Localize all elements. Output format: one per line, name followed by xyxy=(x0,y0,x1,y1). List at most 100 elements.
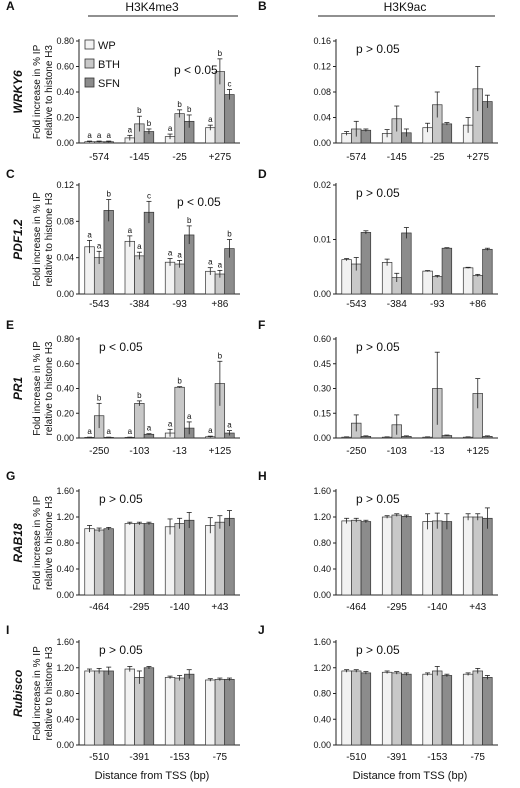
significance-letter: a xyxy=(128,226,133,235)
bar xyxy=(341,259,352,295)
y-tick-label: 0.30 xyxy=(313,384,331,394)
bar xyxy=(124,668,135,746)
p-value-annotation: p > 0.05 xyxy=(99,643,143,657)
x-tick-label: -295 xyxy=(129,602,149,613)
y-tick-label: 0.01 xyxy=(313,235,331,245)
gene-label: Rubisco xyxy=(11,670,25,717)
x-tick-label: -391 xyxy=(129,752,149,763)
significance-letter: a xyxy=(218,260,223,269)
x-tick-label: -543 xyxy=(346,299,366,310)
y-tick-label: 0.45 xyxy=(313,359,331,369)
y-tick-label: 0.00 xyxy=(313,740,331,750)
bar xyxy=(184,519,195,596)
legend-swatch xyxy=(84,77,95,88)
x-tick-label: +86 xyxy=(469,299,486,310)
y-axis-label: Fold increase in % IP xyxy=(32,44,43,139)
bar xyxy=(143,523,155,596)
y-tick-label: 1.20 xyxy=(313,512,331,522)
x-tick-label: -384 xyxy=(129,299,149,310)
significance-letter: b xyxy=(227,230,232,239)
y-tick-label: 0.00 xyxy=(313,433,331,443)
bar xyxy=(381,262,393,295)
y-tick-label: 1.60 xyxy=(56,637,74,647)
bar xyxy=(174,263,185,295)
bar xyxy=(482,677,493,746)
y-tick-label: 0.08 xyxy=(56,216,74,226)
y-tick-label: 1.20 xyxy=(56,512,74,522)
bar xyxy=(381,671,393,746)
x-tick-label: +275 xyxy=(209,152,232,163)
significance-letter: a xyxy=(208,115,213,124)
x-tick-label: -140 xyxy=(427,602,447,613)
bar xyxy=(441,247,453,295)
legend: WP BTH SFN xyxy=(84,39,120,90)
bar xyxy=(93,529,105,596)
panel-letter: C xyxy=(6,167,15,181)
panel-A: A0.000.200.400.600.80a a a-574abb-145abb-2… xyxy=(6,0,240,163)
y-tick-label: 0.80 xyxy=(56,36,74,46)
bar xyxy=(84,528,95,596)
y-tick-label: 0.00 xyxy=(56,138,74,148)
panel-letter: F xyxy=(258,318,265,332)
x-tick-label: +275 xyxy=(466,152,489,163)
panel-J: J 0.00 0.40 0.80 1.20 1.60 -510 -391 -153 -75 p > … xyxy=(258,623,498,763)
y-tick-label: 0.12 xyxy=(313,62,331,72)
bar xyxy=(174,113,185,144)
bar xyxy=(482,248,493,295)
bar xyxy=(432,520,443,596)
x-axis-label-right: Distance from TSS (bp) xyxy=(353,770,468,782)
bar xyxy=(351,519,362,596)
y-tick-label: 0.40 xyxy=(313,714,331,724)
bar xyxy=(422,673,433,746)
y-tick-label: 0.40 xyxy=(56,384,74,394)
panel-B: B 0.00 0.04 0.08 0.12 0.16 -574 -145 -25 +275 p > … xyxy=(258,0,498,163)
significance-letter: a xyxy=(177,250,182,259)
bar xyxy=(184,673,195,746)
significance-letter: b xyxy=(177,377,182,386)
p-value-annotation: p > 0.05 xyxy=(356,340,400,354)
significance-letter: a xyxy=(128,427,133,436)
panel-letter: D xyxy=(258,167,267,181)
x-tick-label: -384 xyxy=(387,299,407,310)
y-tick-label: 0.00 xyxy=(56,289,74,299)
y-tick-label: 0.04 xyxy=(56,253,74,263)
y-axis-label: relative to histone H3 xyxy=(44,646,55,740)
x-tick-label: +43 xyxy=(469,602,486,613)
x-tick-label: -510 xyxy=(346,752,366,763)
x-tick-label: -295 xyxy=(387,602,407,613)
gene-label: RAB18 xyxy=(11,523,25,563)
significance-letter: a xyxy=(168,419,173,428)
y-tick-label: 0.00 xyxy=(313,289,331,299)
y-tick-label: 0.08 xyxy=(313,87,331,97)
y-tick-label: 0.60 xyxy=(313,334,331,344)
y-tick-label: 0.02 xyxy=(313,180,331,190)
significance-letter: b xyxy=(137,391,142,400)
panel-letter: H xyxy=(258,469,267,483)
panel-F: F 0.00 0.15 0.30 0.45 0.60 -250 -103 -13 +125 p > … xyxy=(258,318,498,457)
x-tick-label: -75 xyxy=(213,752,228,763)
bar xyxy=(164,526,176,596)
legend-label: SFN xyxy=(98,78,120,90)
y-tick-label: 0.80 xyxy=(56,538,74,548)
significance-letter: c xyxy=(227,79,231,88)
bar xyxy=(422,521,433,596)
panel-letter: A xyxy=(6,0,15,13)
panel-G: G 0.00 0.40 0.80 1.20 1.60 -464 -295 -140 +43 p > … xyxy=(6,469,240,613)
bar xyxy=(472,516,483,596)
bar xyxy=(472,670,483,746)
bar xyxy=(214,521,226,596)
y-tick-label: 0.15 xyxy=(313,408,331,418)
y-tick-label: 0.40 xyxy=(56,714,74,724)
significance-letter: b xyxy=(106,190,111,199)
significance-letter: a xyxy=(168,249,173,258)
bar xyxy=(432,670,443,746)
y-axis-label: Fold increase in % IP xyxy=(32,495,43,590)
y-axis-label: relative to histone H3 xyxy=(44,496,55,590)
header-left-title: H3K4me3 xyxy=(125,0,179,14)
p-value-annotation: p < 0.05 xyxy=(177,195,221,209)
panel-letter: I xyxy=(6,623,9,637)
significance-letter: b xyxy=(187,105,192,114)
bar xyxy=(134,677,145,746)
x-tick-label: -145 xyxy=(129,152,149,163)
legend-label: WP xyxy=(98,40,116,52)
